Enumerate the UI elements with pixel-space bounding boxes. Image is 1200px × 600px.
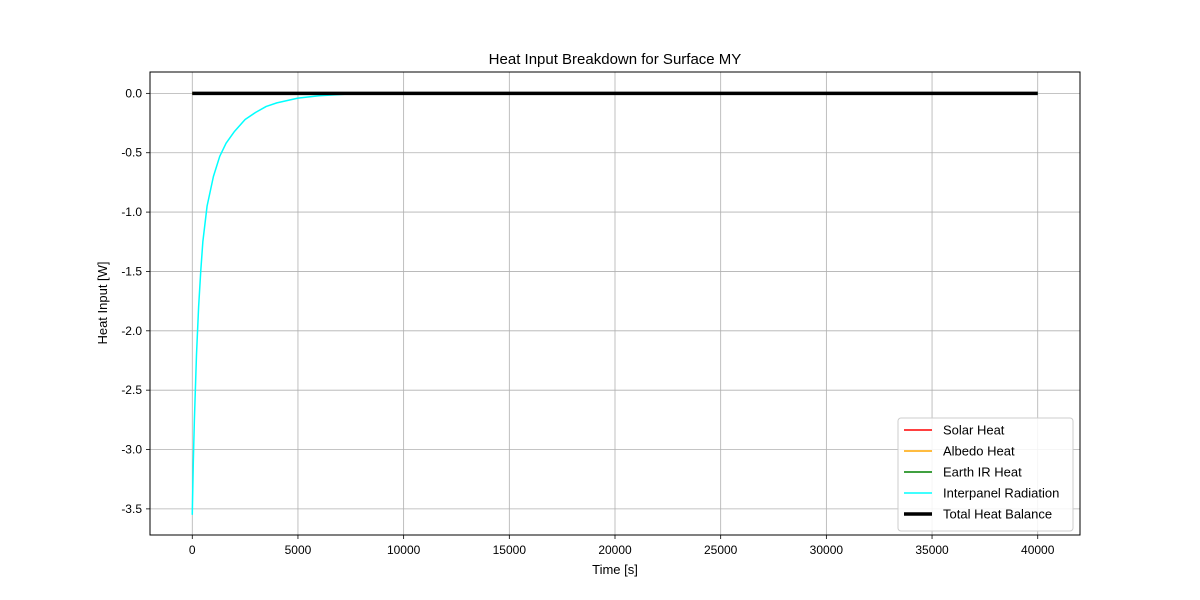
- x-tick-label: 15000: [493, 543, 527, 557]
- legend-label-total-heat-balance: Total Heat Balance: [943, 507, 1052, 522]
- legend-label-albedo-heat: Albedo Heat: [943, 444, 1015, 459]
- x-tick-label: 10000: [387, 543, 421, 557]
- ticks: 0 5000 10000 15000 20000 25000 30000 35000 40000…: [121, 86, 1054, 557]
- y-tick-label: -1.0: [121, 205, 142, 219]
- legend-box: [897, 417, 1074, 532]
- x-axis-title: Time [s]: [592, 562, 638, 577]
- y-tick-label: -0.5: [121, 146, 142, 160]
- x-tick-label: 35000: [915, 543, 949, 557]
- legend-label-solar-heat: Solar Heat: [943, 423, 1005, 438]
- y-axis-title: Heat Input [W]: [95, 261, 110, 344]
- y-tick-label: -3.5: [121, 502, 142, 516]
- x-tick-label: 40000: [1021, 543, 1055, 557]
- x-tick-label: 20000: [598, 543, 632, 557]
- y-tick-label: -2.0: [121, 324, 142, 338]
- y-tick-label: -3.0: [121, 443, 142, 457]
- x-tick-label: 0: [189, 543, 196, 557]
- y-tick-label: -2.5: [121, 383, 142, 397]
- series-layer: [191, 91, 1038, 515]
- x-tick-label: 25000: [704, 543, 738, 557]
- legend-label-earth-ir-heat: Earth IR Heat: [943, 465, 1022, 480]
- x-tick-label: 30000: [810, 543, 844, 557]
- y-tick-label: -1.5: [121, 264, 142, 278]
- y-tick-label: 0.0: [125, 86, 142, 100]
- legend: Solar Heat Albedo Heat Earth IR Heat Interp…: [897, 417, 1074, 532]
- legend-label-interpanel-radiation: Interpanel Radiation: [943, 486, 1059, 501]
- x-tick-label: 5000: [285, 543, 312, 557]
- chart-title: Heat Input Breakdown for Surface MY: [489, 51, 742, 68]
